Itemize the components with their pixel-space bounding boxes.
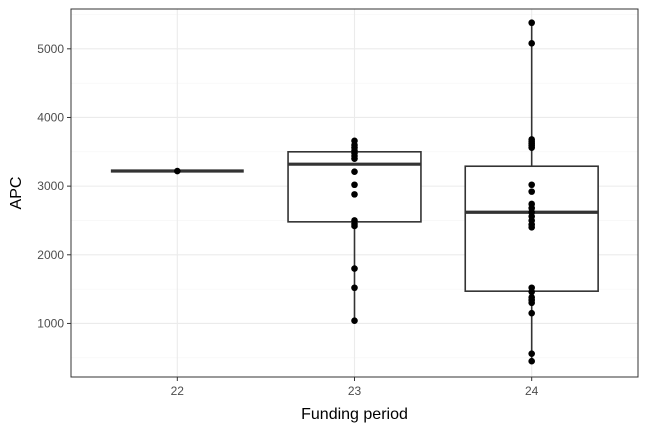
data-point — [351, 155, 358, 162]
data-point — [351, 317, 358, 325]
data-point — [528, 288, 535, 296]
data-point — [528, 299, 535, 307]
data-point — [528, 309, 535, 317]
data-point — [351, 191, 358, 198]
x-tick-label: 23 — [348, 384, 362, 398]
y-tick-label: 4000 — [37, 110, 64, 124]
y-tick-label: 5000 — [37, 42, 64, 56]
data-point — [528, 224, 535, 231]
data-point — [174, 167, 181, 175]
data-point — [351, 284, 358, 292]
x-axis-title: Funding period — [301, 406, 408, 423]
data-point — [528, 357, 535, 365]
data-point — [351, 265, 358, 272]
data-point — [528, 181, 535, 189]
data-point — [351, 222, 358, 230]
y-tick-label: 3000 — [37, 179, 64, 193]
data-point — [528, 350, 535, 357]
data-point — [528, 144, 535, 151]
data-point — [528, 188, 535, 195]
y-tick-label: 1000 — [37, 316, 64, 330]
data-point — [528, 19, 535, 27]
data-point — [351, 181, 358, 189]
x-tick-label: 24 — [525, 384, 539, 398]
y-tick-label: 2000 — [37, 248, 64, 262]
x-tick-label: 22 — [171, 384, 185, 398]
data-points — [174, 19, 535, 365]
y-axis-title: APC — [8, 177, 25, 210]
data-point — [528, 40, 535, 47]
data-point — [351, 168, 358, 176]
axes: 1000 2000 3000 4000 5000 22 23 24 — [37, 42, 538, 398]
